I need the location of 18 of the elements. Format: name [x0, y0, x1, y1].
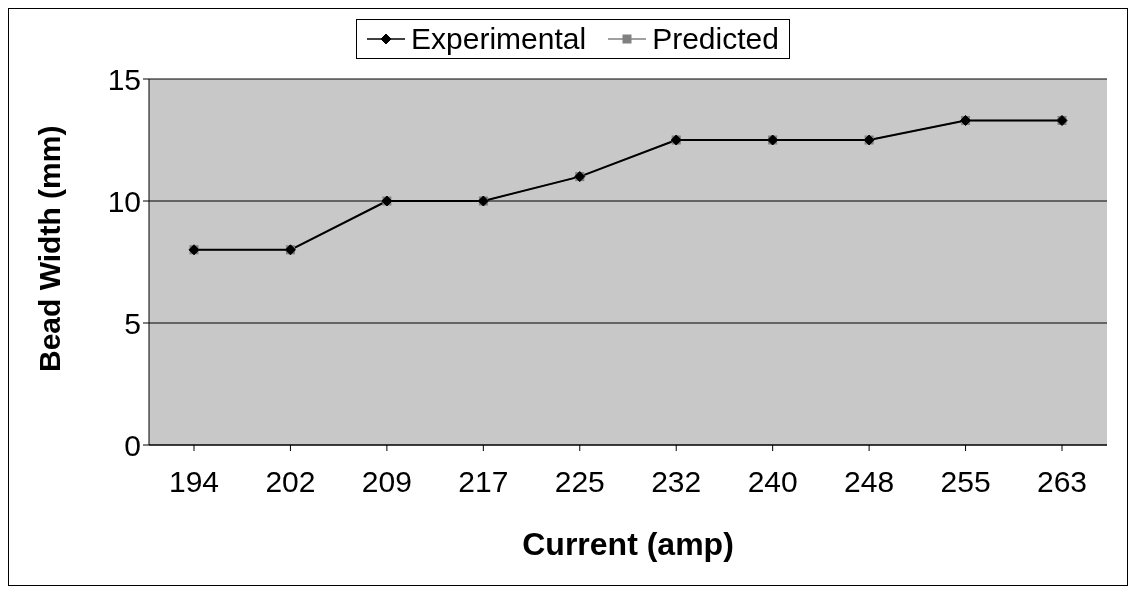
- x-tick-label: 202: [265, 465, 316, 499]
- y-tick-label: 10: [107, 184, 141, 218]
- x-tick-label: 248: [844, 465, 895, 499]
- x-tick-label: 225: [554, 465, 605, 499]
- x-tick-label: 263: [1036, 465, 1088, 499]
- x-tick-label: 240: [747, 465, 798, 499]
- y-tick-label: 5: [124, 306, 141, 340]
- x-tick-label: 194: [168, 465, 220, 499]
- y-tick-label: 15: [107, 62, 141, 96]
- y-tick-label: 0: [124, 428, 141, 462]
- legend-label: Predicted: [652, 22, 779, 56]
- x-tick-label: 217: [458, 465, 509, 499]
- x-tick-label: 255: [940, 465, 991, 499]
- y-axis-title: Bead Width (mm): [32, 125, 66, 372]
- x-axis-title: Current (amp): [522, 526, 734, 562]
- x-tick-label: 232: [651, 465, 702, 499]
- x-tick-label: 209: [361, 465, 412, 499]
- legend-label: Experimental: [411, 22, 587, 56]
